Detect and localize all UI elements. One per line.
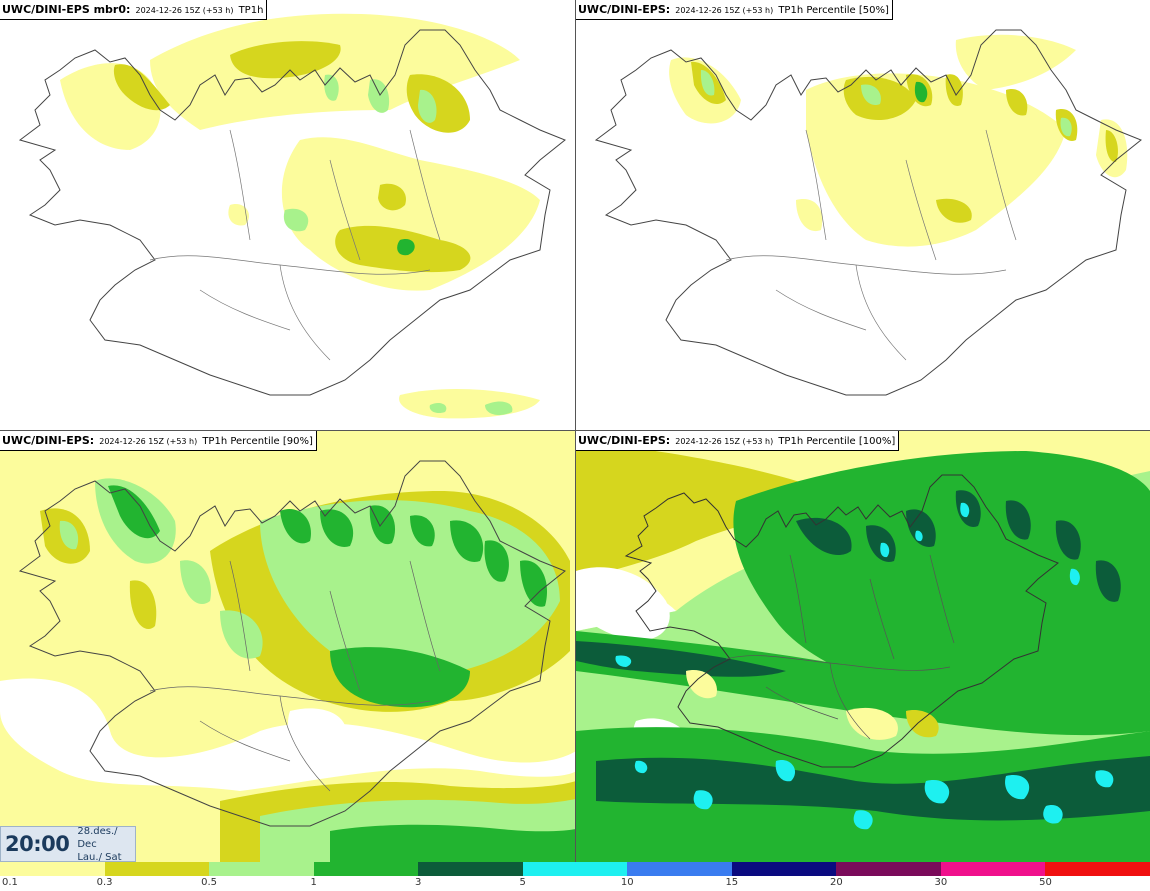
panel-field: TP1h Percentile [50%] — [778, 5, 889, 16]
colorbar-swatch — [209, 862, 314, 876]
colorbar-tick-label: 50 — [1039, 877, 1052, 888]
panel-run: 2024-12-26 15Z (+53 h) — [135, 6, 234, 15]
colorbar-swatch — [0, 862, 105, 876]
colorbar-swatch — [627, 862, 732, 876]
iceland-coastline — [594, 29, 1142, 396]
colorbar-swatch — [1045, 862, 1150, 876]
panel-run: 2024-12-26 15Z (+53 h) — [675, 437, 774, 446]
colorbar-swatch — [313, 862, 419, 876]
precip-field — [576, 431, 1150, 862]
valid-weekday: Lau./ Sat — [77, 851, 122, 863]
panel-run: 2024-12-26 15Z (+53 h) — [675, 6, 774, 15]
colorbar-swatch — [522, 862, 628, 876]
colorbar-tick-label: 10 — [620, 877, 634, 888]
precipitation-map — [0, 431, 576, 862]
panel-title: UWC/DINI-EPS: 2024-12-26 15Z (+53 h) TP1… — [0, 431, 317, 451]
valid-time-box: 20:00 28.des./ Dec Lau./ Sat — [0, 825, 136, 864]
map-panel-member0: UWC/DINI-EPS mbr0: 2024-12-26 15Z (+53 h… — [0, 0, 576, 431]
colorbar-tick-label: 0.1 — [2, 877, 18, 888]
panel-field: TP1h Percentile [90%] — [202, 436, 313, 447]
precip-field — [60, 13, 540, 419]
colorbar-tick-label: 0.3 — [96, 877, 113, 888]
iceland-coastline — [624, 474, 1059, 768]
map-panel-p100: UWC/DINI-EPS: 2024-12-26 15Z (+53 h) TP1… — [576, 431, 1150, 862]
colorbar-tick-label: 0.5 — [201, 877, 218, 888]
iceland-coastline — [18, 460, 566, 827]
panel-field: TP1h Percentile [100%] — [778, 436, 896, 447]
precipitation-map — [594, 29, 1142, 396]
roads-and-boundaries — [725, 554, 955, 740]
iceland-coastline — [18, 29, 566, 396]
panel-model: UWC/DINI-EPS mbr0 — [2, 3, 126, 16]
panel-model: UWC/DINI-EPS — [578, 3, 666, 16]
roads-and-boundaries — [149, 129, 441, 361]
colorbar-tick-label: 30 — [934, 877, 948, 888]
colorbar-swatch — [731, 862, 837, 876]
roads-and-boundaries — [149, 560, 441, 792]
precip-field — [669, 34, 1128, 247]
valid-date: 28.des./ Dec — [77, 825, 118, 850]
panel-run: 2024-12-26 15Z (+53 h) — [99, 437, 198, 446]
panel-title: UWC/DINI-EPS mbr0: 2024-12-26 15Z (+53 h… — [0, 0, 268, 20]
panel-title: UWC/DINI-EPS: 2024-12-26 15Z (+53 h) TP1… — [576, 431, 900, 451]
colorbar-tick-label: 3 — [414, 877, 422, 888]
panel-divider-horizontal — [0, 430, 1150, 431]
colorbar-tick-label: 20 — [829, 877, 843, 888]
colorbar-tick-label: 5 — [519, 877, 526, 888]
colorbar-swatch — [418, 862, 523, 876]
map-panel-p90: UWC/DINI-EPS: 2024-12-26 15Z (+53 h) TP1… — [0, 431, 576, 862]
colorbar-swatch — [836, 862, 941, 876]
colorbar-swatch — [940, 862, 1046, 876]
precip-field — [0, 431, 576, 862]
roads-and-boundaries — [725, 129, 1017, 361]
colorbar-tick-label: 15 — [725, 877, 739, 888]
precip-colorbar — [0, 862, 1150, 876]
colorbar-labels: 0.1 0.3 0.5 1 3 5 10 15 20 30 50 — [0, 876, 1150, 891]
precipitation-map — [18, 13, 566, 419]
valid-date-block: 28.des./ Dec Lau./ Sat — [77, 825, 135, 864]
panel-model: UWC/DINI-EPS — [2, 434, 90, 447]
colorbar-swatch — [104, 862, 210, 876]
panel-title: UWC/DINI-EPS: 2024-12-26 15Z (+53 h) TP1… — [576, 0, 893, 20]
valid-time: 20:00 — [5, 832, 70, 856]
precipitation-map — [576, 431, 1150, 862]
panel-model: UWC/DINI-EPS — [578, 434, 666, 447]
map-panel-p50: UWC/DINI-EPS: 2024-12-26 15Z (+53 h) TP1… — [576, 0, 1150, 431]
panel-divider-vertical — [575, 0, 576, 862]
panel-field: TP1h — [238, 5, 264, 16]
colorbar-tick-label: 1 — [310, 877, 317, 888]
